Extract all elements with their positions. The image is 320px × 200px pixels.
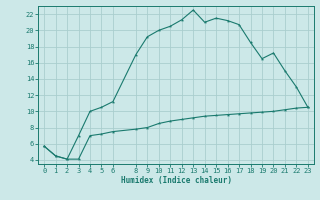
- X-axis label: Humidex (Indice chaleur): Humidex (Indice chaleur): [121, 176, 231, 185]
